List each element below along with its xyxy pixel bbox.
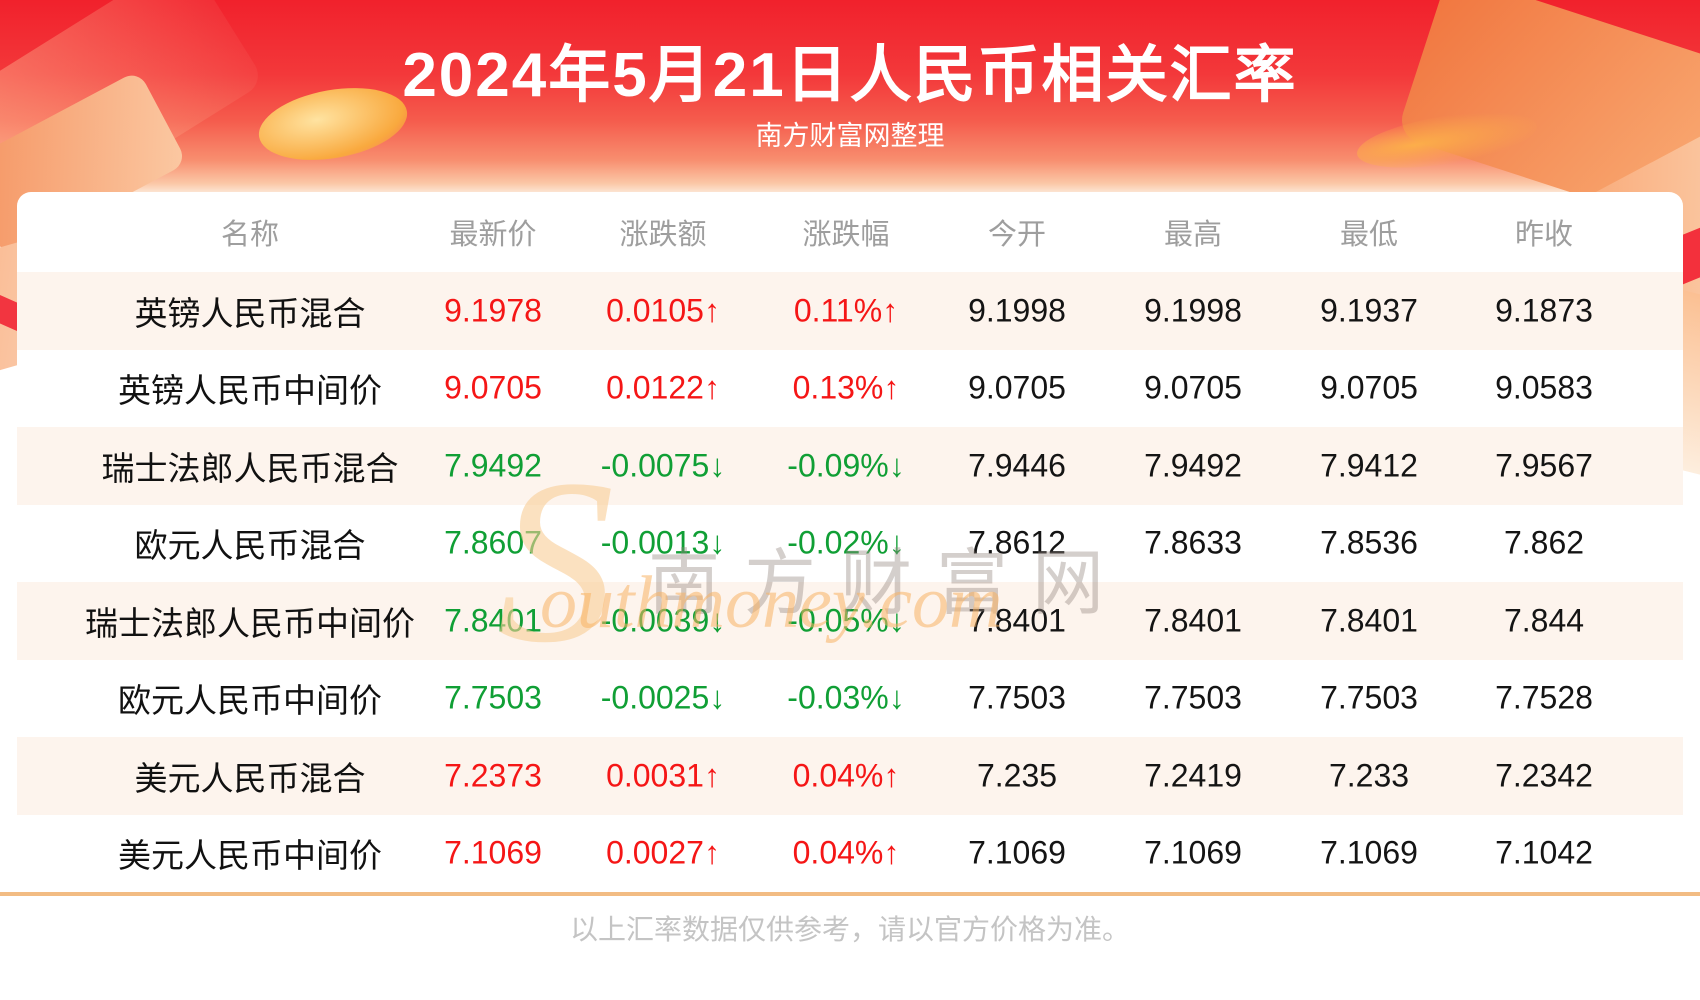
cell-high: 7.8401 (1144, 602, 1242, 639)
table-row: 瑞士法郎人民币中间价 7.8401 -0.0039↓ -0.05%↓ 7.8401 7.8… (17, 582, 1683, 660)
cell-change-pct: 0.04%↑ (792, 834, 900, 871)
cell-change: 0.0105↑ (606, 292, 720, 329)
cell-prev-close: 7.7528 (1495, 679, 1593, 716)
cell-open: 7.9446 (968, 447, 1066, 484)
table-row: 美元人民币混合 7.2373 0.0031↑ 0.04%↑ 7.235 7.2419 7.2… (17, 737, 1683, 815)
cell-change: -0.0075↓ (600, 447, 726, 484)
table-row: 瑞士法郎人民币混合 7.9492 -0.0075↓ -0.09%↓ 7.9446 7.94… (17, 427, 1683, 505)
cell-change: -0.0025↓ (600, 679, 726, 716)
cell-open: 7.7503 (968, 679, 1066, 716)
table-body: 英镑人民币混合 9.1978 0.0105↑ 0.11%↑ 9.1998 9.1998 9.… (17, 272, 1683, 892)
cell-latest: 7.8607 (444, 524, 542, 561)
cell-open: 7.235 (976, 757, 1058, 794)
cell-open: 9.1998 (968, 292, 1066, 329)
cell-low: 7.8536 (1320, 524, 1418, 561)
footer-divider (0, 892, 1700, 896)
rates-table: 名称 最新价 涨跌额 涨跌幅 今开 最高 最低 昨收 英镑人民币混合 9.1978 0.0105↑… (0, 192, 1700, 1000)
column-header: 今开 (987, 219, 1047, 251)
table-row: 欧元人民币中间价 7.7503 -0.0025↓ -0.03%↓ 7.7503 7.750… (17, 660, 1683, 738)
cell-high: 7.9492 (1144, 447, 1242, 484)
cell-open: 7.8401 (968, 602, 1066, 639)
cell-name: 欧元人民币中间价 (118, 682, 382, 720)
cell-high: 9.0705 (1144, 369, 1242, 406)
cell-name: 瑞士法郎人民币中间价 (85, 604, 415, 642)
cell-change-pct: 0.04%↑ (792, 757, 900, 794)
column-header: 最高 (1163, 219, 1223, 251)
column-header: 涨跌幅 (802, 219, 890, 251)
cell-name: 欧元人民币混合 (134, 527, 366, 565)
cell-change: 0.0122↑ (606, 369, 720, 406)
cell-latest: 7.2373 (444, 757, 542, 794)
cell-high: 7.2419 (1144, 757, 1242, 794)
cell-high: 7.7503 (1144, 679, 1242, 716)
column-header: 名称 (220, 219, 280, 251)
table-header-row: 名称 最新价 涨跌额 涨跌幅 今开 最高 最低 昨收 (17, 192, 1683, 272)
cell-low: 7.7503 (1320, 679, 1418, 716)
cell-prev-close: 7.1042 (1495, 834, 1593, 871)
cell-change-pct: 0.11%↑ (793, 292, 899, 329)
cell-prev-close: 7.844 (1503, 602, 1585, 639)
cell-name: 美元人民币混合 (134, 759, 366, 797)
table-row: 美元人民币中间价 7.1069 0.0027↑ 0.04%↑ 7.1069 7.1069 7… (17, 815, 1683, 893)
table-row: 英镑人民币混合 9.1978 0.0105↑ 0.11%↑ 9.1998 9.1998 9.… (17, 272, 1683, 350)
cell-latest: 9.1978 (444, 292, 542, 329)
column-header: 最新价 (449, 219, 537, 251)
cell-open: 7.8612 (968, 524, 1066, 561)
column-header: 涨跌额 (619, 219, 707, 251)
cell-change-pct: -0.02%↓ (787, 524, 905, 561)
cell-low: 7.8401 (1320, 602, 1418, 639)
column-header: 昨收 (1514, 219, 1574, 251)
cell-prev-close: 7.862 (1503, 524, 1585, 561)
cell-low: 9.1937 (1320, 292, 1418, 329)
cell-latest: 7.9492 (444, 447, 542, 484)
cell-prev-close: 9.1873 (1495, 292, 1593, 329)
table-row: 英镑人民币中间价 9.0705 0.0122↑ 0.13%↑ 9.0705 9.0705 9… (17, 350, 1683, 428)
cell-change: -0.0039↓ (600, 602, 726, 639)
cell-high: 7.8633 (1144, 524, 1242, 561)
cell-change-pct: 0.13%↑ (792, 369, 900, 406)
cell-open: 9.0705 (968, 369, 1066, 406)
cell-low: 7.1069 (1320, 834, 1418, 871)
cell-name: 英镑人民币中间价 (118, 372, 382, 410)
cell-low: 9.0705 (1320, 369, 1418, 406)
cell-prev-close: 7.9567 (1495, 447, 1593, 484)
cell-latest: 7.1069 (444, 834, 542, 871)
cell-low: 7.9412 (1320, 447, 1418, 484)
cell-name: 美元人民币中间价 (118, 837, 382, 875)
cell-name: 英镑人民币混合 (134, 294, 366, 332)
cell-latest: 7.7503 (444, 679, 542, 716)
cell-high: 9.1998 (1144, 292, 1242, 329)
cell-latest: 7.8401 (444, 602, 542, 639)
cell-prev-close: 9.0583 (1495, 369, 1593, 406)
cell-name: 瑞士法郎人民币混合 (101, 449, 399, 487)
cell-high: 7.1069 (1144, 834, 1242, 871)
header-banner (0, 0, 1700, 259)
cell-open: 7.1069 (968, 834, 1066, 871)
cell-change-pct: -0.03%↓ (787, 679, 905, 716)
disclaimer-note: 以上汇率数据仅供参考，请以官方价格为准。 (569, 914, 1130, 945)
cell-change-pct: -0.05%↓ (787, 602, 905, 639)
cell-prev-close: 7.2342 (1495, 757, 1593, 794)
cell-change: 0.0031↑ (606, 757, 720, 794)
page-title: 2024年5月21日人民币相关汇率 (402, 41, 1298, 110)
page-subtitle: 南方财富网整理 (755, 121, 945, 151)
cell-change: -0.0013↓ (600, 524, 726, 561)
table-row: 欧元人民币混合 7.8607 -0.0013↓ -0.02%↓ 7.8612 7.8633… (17, 505, 1683, 583)
cell-low: 7.233 (1328, 757, 1410, 794)
cell-change-pct: -0.09%↓ (787, 447, 905, 484)
cell-change: 0.0027↑ (606, 834, 720, 871)
column-header: 最低 (1339, 219, 1399, 251)
cell-latest: 9.0705 (444, 369, 542, 406)
